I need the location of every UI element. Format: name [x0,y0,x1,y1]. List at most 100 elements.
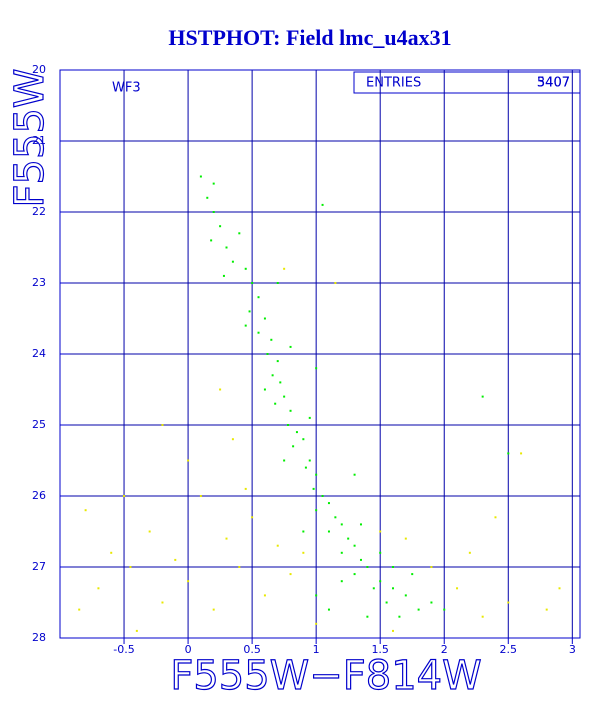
point [507,601,510,604]
point [417,608,420,611]
point [392,566,395,568]
point [283,459,286,462]
point [520,452,523,455]
stats-value: 5407 [537,76,570,91]
point [212,211,215,213]
point [430,566,433,568]
point [334,516,337,519]
point [78,608,81,611]
point [327,530,330,533]
stats-value: 3407 [537,76,570,91]
x-tick-label: 1.5 [371,643,389,656]
point [174,558,177,561]
x-tick-label: 2.5 [500,643,518,656]
x-tick-label: 0.5 [243,643,261,656]
point [225,537,228,540]
point [244,324,247,327]
point [366,566,369,568]
x-axis-label: F555W−F814W [170,653,481,699]
point [212,608,215,611]
point [404,537,407,540]
point [286,424,289,426]
point [359,558,362,561]
point [443,608,446,611]
point [187,580,190,583]
point [312,487,315,490]
point [507,452,510,455]
point [283,267,286,270]
point [315,367,318,370]
point [353,573,356,576]
point [263,317,266,320]
point [392,629,395,632]
point [225,246,228,249]
point [199,495,202,497]
point [308,459,311,462]
y-tick-label: 21 [32,134,46,147]
point [84,509,87,512]
x-tick-label: 3 [569,643,576,656]
point [266,353,269,355]
y-tick-label: 25 [32,418,46,431]
point [289,345,292,348]
point [292,445,295,448]
point [135,629,138,632]
point [392,587,395,590]
point [231,438,234,441]
point [219,225,222,228]
point [468,551,471,554]
y-tick-label: 26 [32,489,46,502]
point [302,551,305,554]
point [302,530,305,533]
point [110,551,113,554]
point [251,516,254,519]
point [263,594,266,597]
point [353,544,356,547]
point [231,260,234,263]
point [257,331,260,334]
point [251,282,254,284]
point [315,473,318,476]
point [315,594,318,597]
point [238,566,241,568]
point [481,615,484,618]
chart-title: HSTPHOT: Field lmc_u4ax31 [168,25,451,50]
point [545,608,548,611]
point [161,601,164,604]
point [411,573,414,576]
point [359,523,362,526]
y-tick-label: 20 [32,63,46,76]
point [148,530,151,533]
point [315,622,318,625]
point [248,310,251,313]
y-axis-label: F555W [7,69,53,208]
point [404,594,407,597]
point [327,608,330,611]
point [276,544,279,547]
y-tick-label: 24 [32,347,46,360]
point [279,381,282,384]
point [271,374,274,377]
x-tick-label: 2 [441,643,448,656]
point [340,580,343,583]
point [327,502,330,505]
y-tick-label: 27 [32,560,46,573]
point [161,424,164,426]
point [308,416,311,419]
point [385,601,388,604]
point [210,239,213,242]
point [315,509,318,512]
point [289,409,292,412]
point [263,388,266,391]
point [481,395,484,398]
y-tick-label: 28 [32,631,46,644]
x-tick-label: 0 [185,643,192,656]
point [129,566,132,568]
point [321,495,324,497]
point [340,523,343,526]
point [379,580,382,583]
point [295,431,298,434]
point [379,551,382,554]
point [257,296,260,299]
